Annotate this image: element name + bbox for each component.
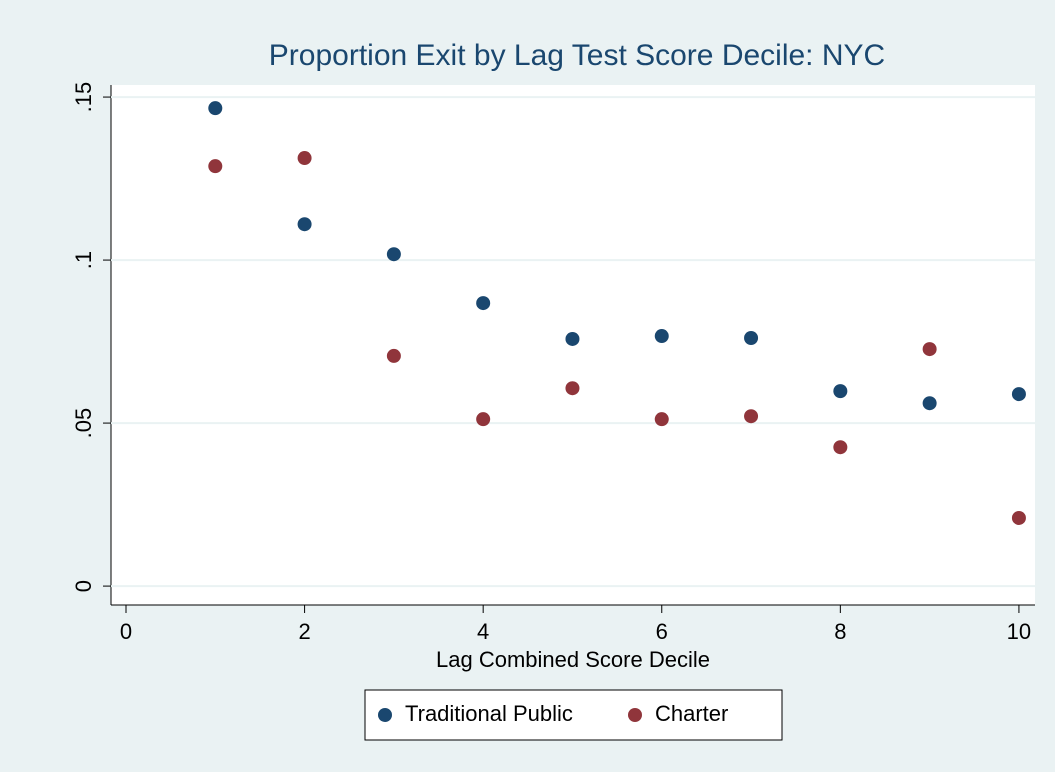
point	[654, 412, 669, 427]
point	[565, 381, 580, 396]
legend-label: Charter	[655, 701, 728, 726]
point	[297, 217, 312, 232]
point	[565, 331, 580, 346]
point	[833, 384, 848, 399]
x-tick-label: 10	[1007, 619, 1031, 644]
legend-label: Traditional Public	[405, 701, 573, 726]
y-tick-label: 0	[71, 580, 96, 592]
x-tick-label: 6	[656, 619, 668, 644]
point	[386, 247, 401, 262]
point	[654, 329, 669, 344]
point	[1011, 510, 1026, 525]
x-tick-label: 4	[477, 619, 489, 644]
point	[1011, 387, 1026, 402]
point	[744, 409, 759, 424]
point	[476, 412, 491, 427]
legend-marker	[628, 708, 642, 722]
point	[922, 396, 937, 411]
point	[208, 159, 223, 174]
y-tick-label: .1	[71, 251, 96, 269]
x-axis-title: Lag Combined Score Decile	[436, 647, 710, 672]
point	[476, 296, 491, 311]
legend-box	[364, 689, 783, 741]
point	[386, 348, 401, 363]
x-tick-label: 0	[120, 619, 132, 644]
point	[833, 440, 848, 455]
y-tick-label: .15	[71, 82, 96, 113]
point	[922, 342, 937, 357]
x-tick-label: 8	[834, 619, 846, 644]
point	[208, 101, 223, 116]
point	[297, 151, 312, 166]
legend-marker	[378, 708, 392, 722]
point	[744, 330, 759, 345]
chart-title: Proportion Exit by Lag Test Score Decile…	[269, 39, 885, 72]
x-tick-label: 2	[298, 619, 310, 644]
y-tick-label: .05	[71, 408, 96, 439]
